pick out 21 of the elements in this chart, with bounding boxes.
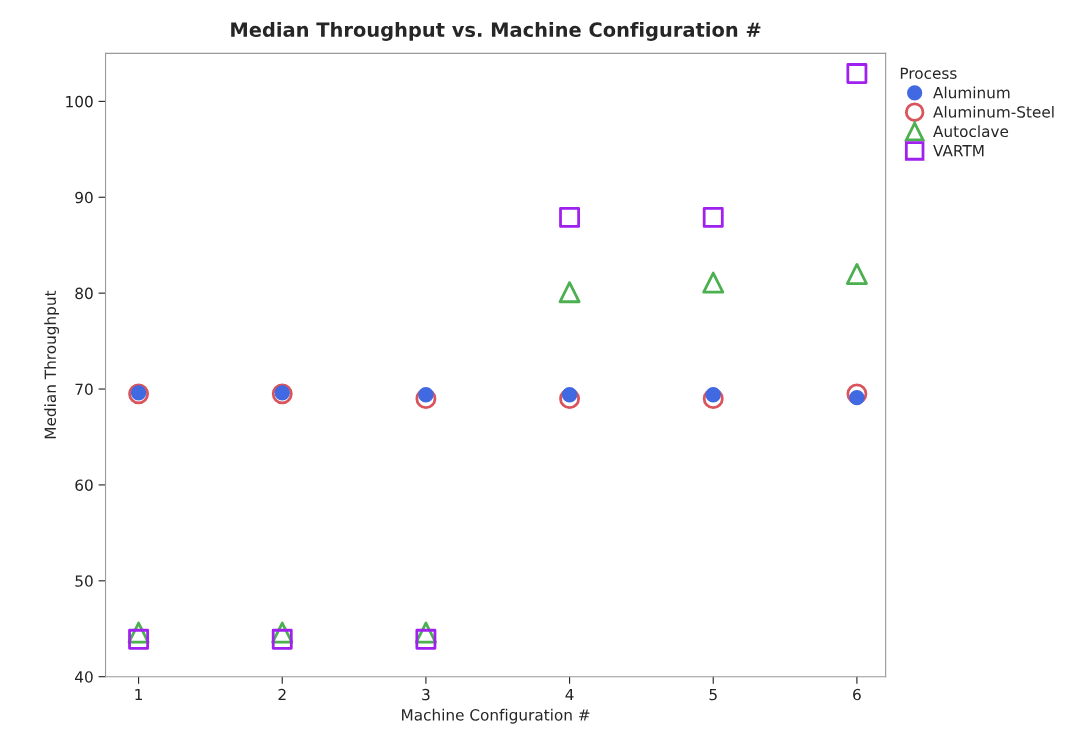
y-tick-label: 70 xyxy=(75,383,93,396)
x-tick-label: 1 xyxy=(135,688,143,701)
y-tick-label: 100 xyxy=(66,95,93,108)
y-axis-title: Median Throughput xyxy=(44,290,60,439)
x-axis-title: Machine Configuration # xyxy=(402,708,590,724)
chart-title: Median Throughput vs. Machine Configuration # xyxy=(231,21,761,41)
y-tick-label: 40 xyxy=(75,671,93,683)
y-tick-label: 50 xyxy=(75,575,93,587)
x-tick-label: 3 xyxy=(422,688,430,701)
legend-label: Autoclave xyxy=(933,125,1009,138)
y-tick-label: 90 xyxy=(75,191,93,204)
x-tick-label: 6 xyxy=(853,688,861,701)
y-tick-label: 60 xyxy=(75,479,93,491)
legend-label: Aluminum xyxy=(933,86,1010,99)
x-tick-label: 4 xyxy=(565,688,574,701)
y-tick-label: 80 xyxy=(75,287,93,300)
legend-label: VARTM xyxy=(933,145,984,157)
legend-title: Process xyxy=(900,67,957,79)
x-tick-label: 5 xyxy=(709,688,717,701)
x-tick-label: 2 xyxy=(278,688,286,701)
legend-label: Aluminum-Steel xyxy=(933,105,1054,118)
